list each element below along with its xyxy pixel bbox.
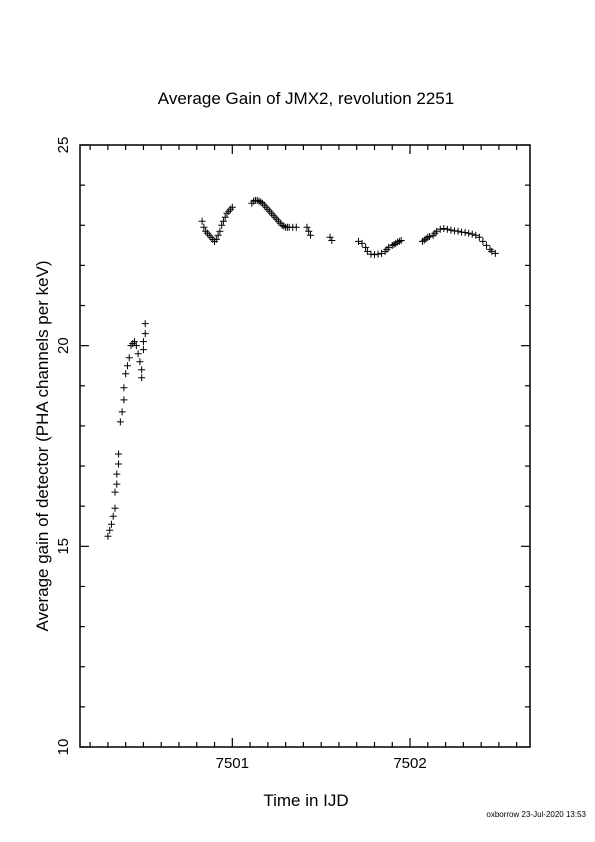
data-point bbox=[424, 233, 432, 241]
data-point bbox=[482, 241, 490, 249]
data-point bbox=[106, 526, 114, 534]
data-point bbox=[214, 231, 222, 239]
data-point bbox=[454, 227, 462, 235]
data-point bbox=[138, 366, 146, 374]
data-point bbox=[198, 217, 206, 225]
footer-timestamp: oxborrow 23-Jul-2020 13:53 bbox=[486, 810, 586, 819]
data-point bbox=[491, 249, 499, 257]
data-point bbox=[113, 470, 121, 478]
y-tick-label: 20 bbox=[55, 337, 72, 354]
data-point bbox=[447, 226, 455, 234]
data-point bbox=[200, 223, 208, 231]
data-point bbox=[131, 338, 139, 346]
tick-labels: 7501 7502 10 15 20 25 bbox=[55, 137, 427, 772]
data-point bbox=[461, 228, 469, 236]
data-point bbox=[422, 235, 430, 243]
data-point bbox=[378, 249, 386, 257]
data-point bbox=[440, 224, 448, 232]
data-points bbox=[104, 196, 499, 540]
data-point bbox=[468, 230, 476, 238]
data-point bbox=[253, 196, 261, 204]
data-point bbox=[122, 370, 130, 378]
data-point bbox=[116, 418, 124, 426]
y-tick-label: 25 bbox=[55, 137, 72, 154]
y-tick-label: 10 bbox=[55, 739, 72, 756]
axis-ticks bbox=[80, 144, 530, 748]
data-point bbox=[218, 221, 226, 229]
data-point bbox=[385, 243, 393, 251]
data-point bbox=[358, 239, 366, 247]
data-point bbox=[443, 225, 451, 233]
data-point bbox=[465, 229, 473, 237]
data-point bbox=[212, 235, 220, 243]
data-point bbox=[433, 227, 441, 235]
data-point bbox=[479, 237, 487, 245]
data-point bbox=[118, 408, 126, 416]
chart-title: Average Gain of JMX2, revolution 2251 bbox=[158, 89, 454, 108]
data-point bbox=[120, 396, 128, 404]
data-point bbox=[134, 350, 142, 358]
data-point bbox=[420, 236, 428, 244]
data-point bbox=[292, 223, 300, 231]
x-tick-label: 7501 bbox=[216, 755, 249, 772]
data-point bbox=[418, 237, 426, 245]
data-point bbox=[228, 203, 236, 211]
data-point bbox=[328, 237, 336, 245]
data-point bbox=[362, 243, 370, 251]
data-point bbox=[436, 225, 444, 233]
data-point bbox=[278, 221, 286, 229]
data-point bbox=[388, 241, 396, 249]
data-point bbox=[219, 217, 227, 225]
data-point bbox=[472, 231, 480, 239]
data-point bbox=[221, 213, 229, 221]
data-point bbox=[139, 338, 147, 346]
data-point bbox=[374, 250, 382, 258]
x-tick-label: 7502 bbox=[393, 755, 426, 772]
data-point bbox=[132, 342, 140, 350]
data-point bbox=[125, 354, 133, 362]
data-point bbox=[390, 241, 398, 249]
data-point bbox=[123, 362, 131, 370]
data-point bbox=[488, 247, 496, 255]
data-point bbox=[115, 460, 123, 468]
data-point bbox=[255, 197, 263, 205]
data-point bbox=[107, 520, 115, 528]
data-point bbox=[109, 512, 117, 520]
data-point bbox=[307, 231, 315, 239]
data-point bbox=[426, 233, 434, 241]
data-point bbox=[104, 532, 112, 540]
data-point bbox=[280, 222, 288, 230]
data-point bbox=[363, 247, 371, 255]
data-point bbox=[392, 239, 400, 247]
data-point bbox=[141, 320, 149, 328]
data-point bbox=[138, 374, 146, 382]
data-point bbox=[475, 233, 483, 241]
data-point bbox=[257, 198, 265, 206]
data-point bbox=[395, 237, 403, 245]
y-axis-label: Average gain of detector (PHA channels p… bbox=[33, 260, 52, 631]
data-point bbox=[216, 227, 224, 235]
data-point bbox=[326, 233, 334, 241]
data-point bbox=[113, 480, 121, 488]
x-axis-label: Time in IJD bbox=[263, 791, 348, 810]
data-point bbox=[120, 384, 128, 392]
data-point bbox=[115, 450, 123, 458]
data-point bbox=[394, 238, 402, 246]
data-point bbox=[303, 223, 311, 231]
plot-frame bbox=[79, 144, 531, 748]
data-point bbox=[354, 237, 362, 245]
data-point bbox=[136, 358, 144, 366]
data-point bbox=[111, 488, 119, 496]
data-point bbox=[397, 237, 405, 245]
y-tick-label: 15 bbox=[55, 538, 72, 555]
data-point bbox=[111, 504, 119, 512]
data-point bbox=[305, 227, 313, 235]
data-point bbox=[139, 346, 147, 354]
data-point bbox=[141, 330, 149, 338]
